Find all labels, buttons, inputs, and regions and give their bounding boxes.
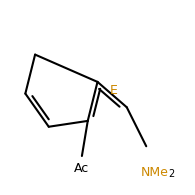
Text: E: E (110, 84, 118, 97)
Text: 2: 2 (169, 168, 175, 179)
Text: Ac: Ac (74, 162, 90, 175)
Text: NMe: NMe (140, 166, 168, 179)
